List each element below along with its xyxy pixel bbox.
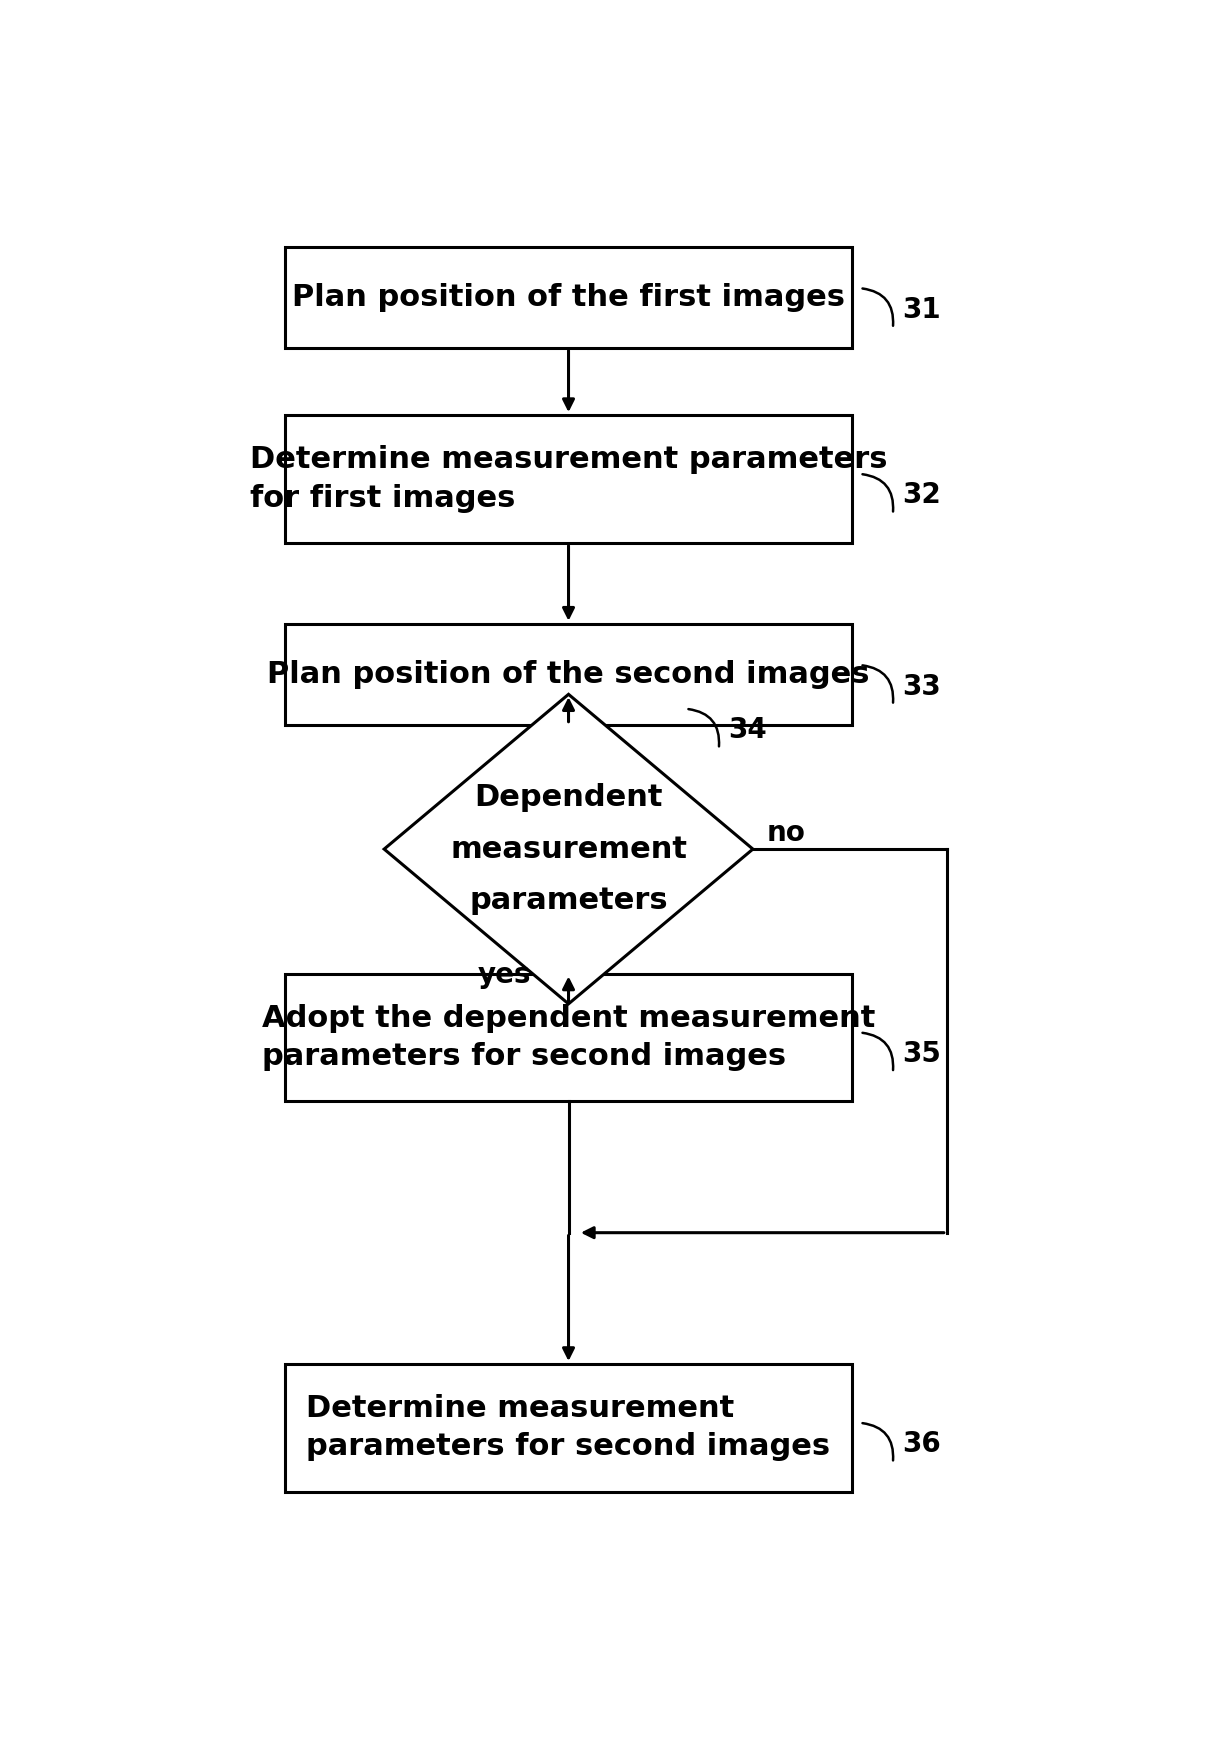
Text: Plan position of the second images: Plan position of the second images xyxy=(267,659,870,689)
Text: Determine measurement
parameters for second images: Determine measurement parameters for sec… xyxy=(306,1395,831,1461)
Text: 35: 35 xyxy=(903,1040,941,1068)
Bar xyxy=(285,974,852,1101)
Text: 36: 36 xyxy=(903,1430,941,1458)
Text: Plan position of the first images: Plan position of the first images xyxy=(292,283,845,311)
Bar xyxy=(285,1363,852,1491)
Text: Adopt the dependent measurement
parameters for second images: Adopt the dependent measurement paramete… xyxy=(262,1003,875,1072)
Polygon shape xyxy=(384,694,753,1003)
Text: 34: 34 xyxy=(728,717,767,745)
Text: no: no xyxy=(767,820,806,848)
Text: 31: 31 xyxy=(903,295,941,323)
Bar xyxy=(285,624,852,725)
Text: parameters: parameters xyxy=(470,886,667,914)
Text: 32: 32 xyxy=(903,481,941,509)
Text: measurement: measurement xyxy=(450,834,687,864)
Text: Dependent: Dependent xyxy=(475,783,662,813)
Text: yes: yes xyxy=(477,961,531,989)
Bar xyxy=(285,414,852,544)
Bar xyxy=(285,246,852,348)
Text: Determine measurement parameters
for first images: Determine measurement parameters for fir… xyxy=(250,446,887,512)
Text: 33: 33 xyxy=(903,673,941,701)
